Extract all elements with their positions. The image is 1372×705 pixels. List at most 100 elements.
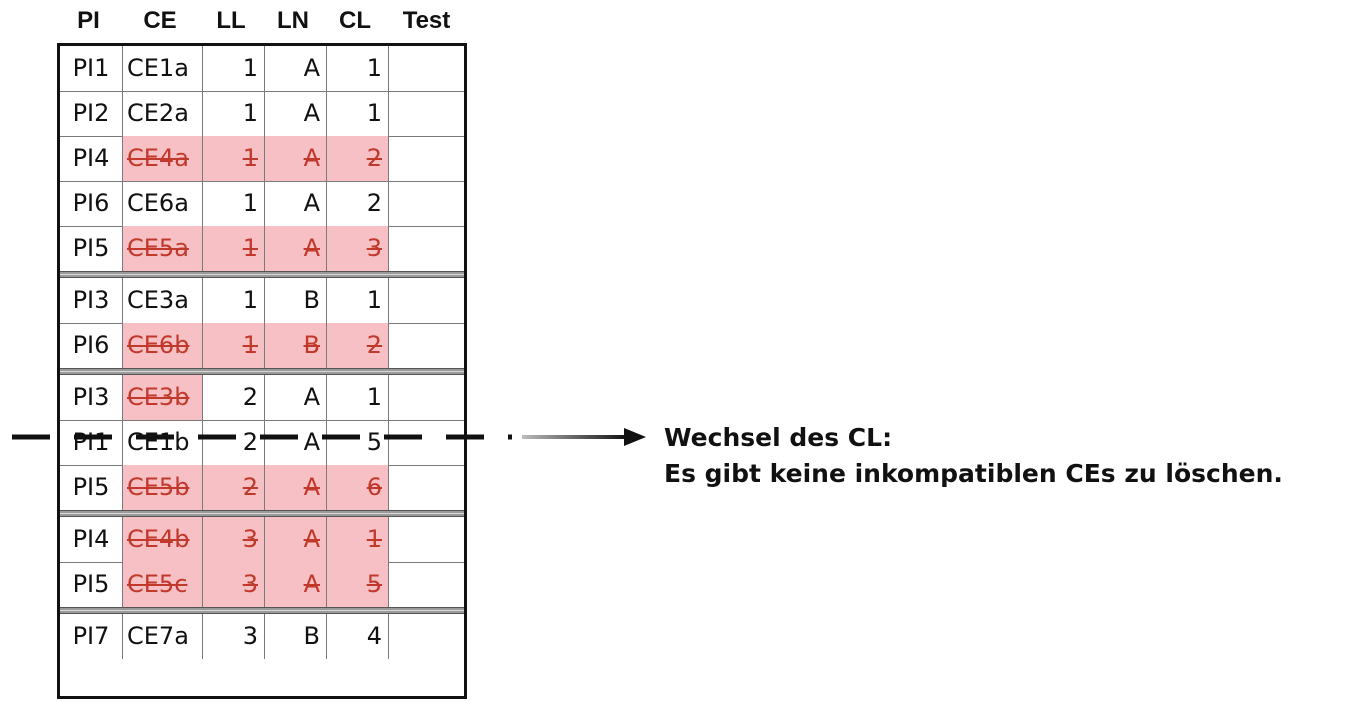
cell-ce: CE1b <box>123 420 203 465</box>
cell-ll: 2 <box>203 375 265 420</box>
cell-ce: CE5b <box>123 465 203 510</box>
cell-ln: A <box>265 226 327 271</box>
table-row: PI1 CE1a 1 A 1 <box>60 46 464 91</box>
cell-test <box>389 278 464 323</box>
cell-ll: 3 <box>203 562 265 607</box>
cell-ll: 2 <box>203 465 265 510</box>
cell-cl: 3 <box>327 226 389 271</box>
header-pi: PI <box>77 7 100 34</box>
cell-cl: 1 <box>327 46 389 91</box>
cell-ln: A <box>265 91 327 136</box>
cell-ln: A <box>265 517 327 562</box>
cell-pi: PI2 <box>60 91 123 136</box>
cell-pi: PI3 <box>60 278 123 323</box>
cell-ce: CE1a <box>123 46 203 91</box>
cell-ln: B <box>265 323 327 368</box>
table-row: PI1 CE1b 2 A 5 <box>60 420 464 465</box>
cell-pi: PI3 <box>60 375 123 420</box>
cell-ce: CE3a <box>123 278 203 323</box>
cell-ln: A <box>265 136 327 181</box>
cell-cl: 1 <box>327 278 389 323</box>
table-row: PI3 CE3a 1 B 1 <box>60 278 464 323</box>
cell-cl: 1 <box>327 517 389 562</box>
cell-pi: PI6 <box>60 181 123 226</box>
cell-test <box>389 181 464 226</box>
header-cl: CL <box>339 7 371 34</box>
cell-cl: 5 <box>327 420 389 465</box>
cell-test <box>389 375 464 420</box>
arrow-right-icon <box>522 428 646 446</box>
cell-ce: CE2a <box>123 91 203 136</box>
cell-cl: 2 <box>327 136 389 181</box>
row-divider <box>60 181 464 182</box>
cell-ln: B <box>265 278 327 323</box>
dashed-divider <box>12 434 512 440</box>
cell-cl: 2 <box>327 323 389 368</box>
header-test: Test <box>402 7 451 34</box>
cell-ll: 1 <box>203 181 265 226</box>
cell-ce: CE7a <box>123 614 203 659</box>
cell-test <box>389 517 464 562</box>
cell-ll: 1 <box>203 91 265 136</box>
cell-ll: 2 <box>203 420 265 465</box>
table-row: PI3 CE3b 2 A 1 <box>60 375 464 420</box>
cell-cl: 1 <box>327 91 389 136</box>
cell-test <box>389 136 464 181</box>
data-table: PI1 CE1a 1 A 1 PI2 CE2a 1 A 1 PI4 CE4a 1 A 2 PI6 CE6a 1 A 2… <box>57 43 467 699</box>
cell-pi: PI4 <box>60 517 123 562</box>
table-row: PI4 CE4a 1 A 2 <box>60 136 464 181</box>
cell-test <box>389 614 464 659</box>
cell-ll: 1 <box>203 46 265 91</box>
cell-test <box>389 465 464 510</box>
cell-test <box>389 562 464 607</box>
group-separator <box>60 368 464 375</box>
cell-cl: 5 <box>327 562 389 607</box>
cell-cl: 1 <box>327 375 389 420</box>
cell-ll: 1 <box>203 323 265 368</box>
cell-ll: 3 <box>203 517 265 562</box>
cell-ln: A <box>265 181 327 226</box>
cell-ln: B <box>265 614 327 659</box>
cell-ln: A <box>265 46 327 91</box>
cell-pi: PI7 <box>60 614 123 659</box>
group-separator <box>60 510 464 517</box>
group-separator <box>60 271 464 278</box>
cell-test <box>389 420 464 465</box>
cell-ce: CE4a <box>123 136 203 181</box>
cell-ll: 1 <box>203 136 265 181</box>
cell-ce: CE5a <box>123 226 203 271</box>
cell-test <box>389 46 464 91</box>
annotation-text: Wechsel des CL: Es gibt keine inkompatib… <box>664 420 1283 492</box>
cell-pi: PI5 <box>60 465 123 510</box>
cell-pi: PI5 <box>60 562 123 607</box>
cell-ce: CE5c <box>123 562 203 607</box>
cell-pi: PI1 <box>60 420 123 465</box>
table-row: PI7 CE7a 3 B 4 <box>60 614 464 659</box>
header-ln: LN <box>277 7 309 34</box>
cell-ce: CE6a <box>123 181 203 226</box>
row-divider <box>60 91 464 92</box>
cell-test <box>389 323 464 368</box>
table-row: PI2 CE2a 1 A 1 <box>60 91 464 136</box>
cell-ce: CE6b <box>123 323 203 368</box>
header-ce: CE <box>143 7 177 34</box>
cell-cl: 6 <box>327 465 389 510</box>
cell-ll: 1 <box>203 278 265 323</box>
row-divider <box>60 420 464 421</box>
cell-ce: CE4b <box>123 517 203 562</box>
cell-ln: A <box>265 562 327 607</box>
cell-pi: PI4 <box>60 136 123 181</box>
cell-ln: A <box>265 375 327 420</box>
cell-ce: CE3b <box>123 375 203 420</box>
cell-pi: PI1 <box>60 46 123 91</box>
group-separator <box>60 607 464 614</box>
annotation-line-2: Es gibt keine inkompatiblen CEs zu lösch… <box>664 459 1283 488</box>
annotation-line-1: Wechsel des CL: <box>664 423 893 452</box>
table-row: PI6 CE6b 1 B 2 <box>60 323 464 368</box>
cell-ln: A <box>265 420 327 465</box>
cell-ll: 3 <box>203 614 265 659</box>
table-row: PI4 CE4b 3 A 1 <box>60 517 464 562</box>
cell-pi: PI6 <box>60 323 123 368</box>
cell-ln: A <box>265 465 327 510</box>
